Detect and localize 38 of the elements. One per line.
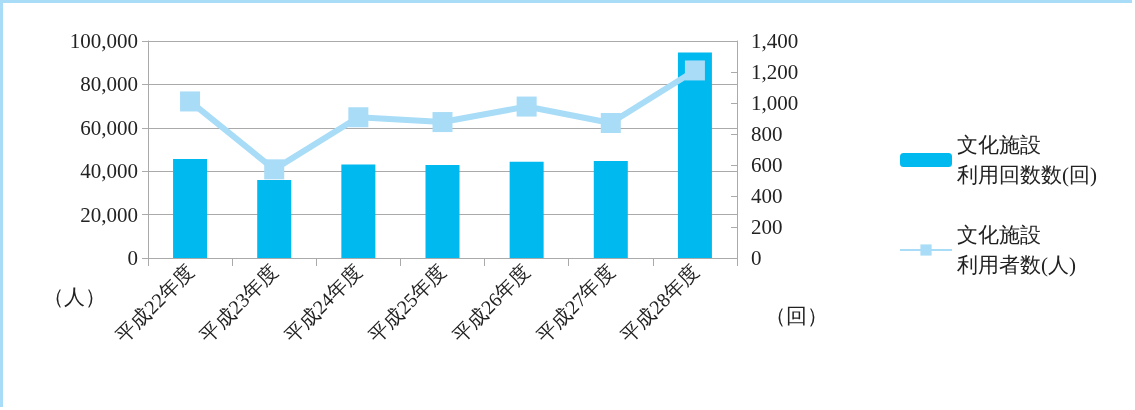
y2-axis-title: （回）: [765, 303, 828, 328]
y-tick-label: 60,000: [80, 115, 138, 140]
y2-tick-label: 200: [751, 215, 783, 239]
y2-tick-label: 0: [751, 246, 762, 270]
legend-label: 文化施設利用回数数(回): [957, 133, 1098, 187]
bar: [425, 164, 460, 258]
point: [432, 112, 453, 133]
point: [348, 107, 369, 128]
bar: [593, 161, 628, 258]
point: [516, 96, 537, 117]
point: [180, 91, 201, 112]
y2-tick-label: 1,200: [751, 60, 799, 84]
bar: [677, 52, 712, 258]
y2-tick-label: 800: [751, 122, 783, 146]
bar: [341, 164, 376, 258]
x-tick-label: 平成24年度: [279, 260, 367, 347]
legend-label: 文化施設利用者数(人): [957, 223, 1077, 277]
y2-tick-label: 1,000: [751, 91, 799, 115]
bar: [509, 161, 544, 258]
x-tick-label: 平成23年度: [195, 260, 282, 347]
point: [600, 113, 621, 133]
y2-tick-label: 1,400: [751, 29, 799, 53]
y-tick-label: 0: [127, 246, 138, 270]
y-tick-label: 40,000: [80, 159, 138, 184]
point: [264, 159, 285, 180]
point: [684, 60, 705, 81]
y-tick-label: 20,000: [80, 202, 138, 227]
x-tick-label: 平成28年度: [616, 260, 703, 347]
y-tick-label: 80,000: [80, 72, 138, 97]
x-tick-label: 平成25年度: [364, 260, 451, 347]
x-tick-label: 平成26年度: [448, 260, 535, 347]
x-tick-label: 平成27年度: [532, 260, 619, 347]
y2-tick-label: 400: [751, 184, 783, 208]
y-tick-label: 100,000: [69, 29, 138, 53]
y-axis-title: （人）: [43, 284, 106, 309]
y2-tick-label: 600: [751, 153, 783, 177]
bar: [173, 159, 208, 258]
bar: [257, 179, 292, 258]
